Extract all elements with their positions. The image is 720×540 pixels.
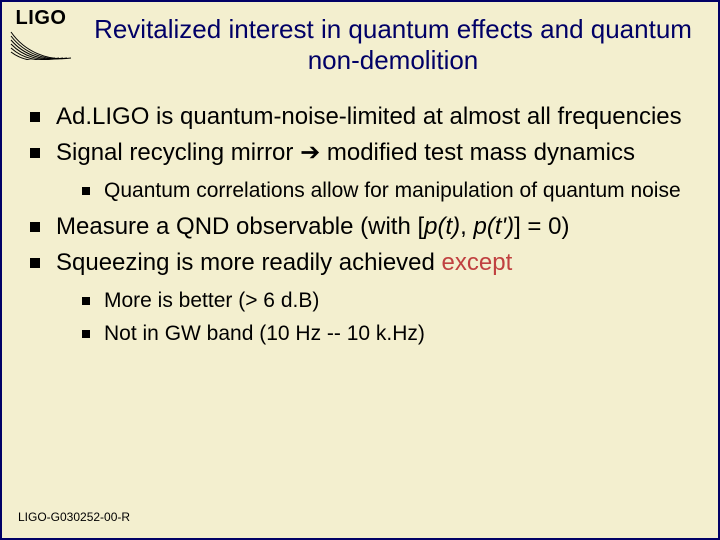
bullet-text-italic: p(t) (424, 213, 460, 240)
logo-text: LIGO (16, 8, 67, 28)
bullet-text: Signal recycling mirror (56, 139, 300, 166)
slide-title: Revitalized interest in quantum effects … (88, 14, 698, 76)
sub-bullet-item: Not in GW band (10 Hz -- 10 k.Hz) (82, 321, 698, 347)
bullet-text: Squeezing is more readily achieved (56, 249, 442, 276)
sub-bullet-list: Quantum correlations allow for manipulat… (82, 178, 698, 204)
footer-doc-id: LIGO-G030252-00-R (18, 510, 130, 524)
bullet-text-italic: p(t') (474, 213, 515, 240)
bullet-text: Measure a QND observable (with [ (56, 213, 424, 240)
bullet-text: , (460, 213, 473, 240)
bullet-text-accent: except (442, 249, 513, 276)
content-area: Ad.LIGO is quantum-noise-limited at almo… (30, 102, 698, 355)
bullet-text: Not in GW band (10 Hz -- 10 k.Hz) (104, 322, 425, 345)
bullet-text: modified test mass dynamics (320, 139, 635, 166)
sub-bullet-item: More is better (> 6 d.B) (82, 288, 698, 314)
bullet-item: Squeezing is more readily achieved excep… (30, 248, 698, 347)
title-container: Revitalized interest in quantum effects … (88, 14, 698, 76)
sub-bullet-list: More is better (> 6 d.B) Not in GW band … (82, 288, 698, 347)
bullet-list: Ad.LIGO is quantum-noise-limited at almo… (30, 102, 698, 347)
sub-bullet-item: Quantum correlations allow for manipulat… (82, 178, 698, 204)
ligo-logo: LIGO (6, 8, 76, 60)
slide: LIGO Revitalized interest in quantum eff… (0, 0, 720, 540)
bullet-item: Ad.LIGO is quantum-noise-limited at almo… (30, 102, 698, 132)
bullet-item: Measure a QND observable (with [p(t), p(… (30, 212, 698, 242)
bullet-text: More is better (> 6 d.B) (104, 289, 319, 312)
arrow-icon: ➔ (300, 139, 320, 166)
logo-arcs-icon (9, 30, 73, 60)
bullet-item: Signal recycling mirror ➔ modified test … (30, 138, 698, 204)
bullet-text: Quantum correlations allow for manipulat… (104, 179, 681, 202)
bullet-text: Ad.LIGO is quantum-noise-limited at almo… (56, 103, 682, 130)
bullet-text: ] = 0) (514, 213, 569, 240)
